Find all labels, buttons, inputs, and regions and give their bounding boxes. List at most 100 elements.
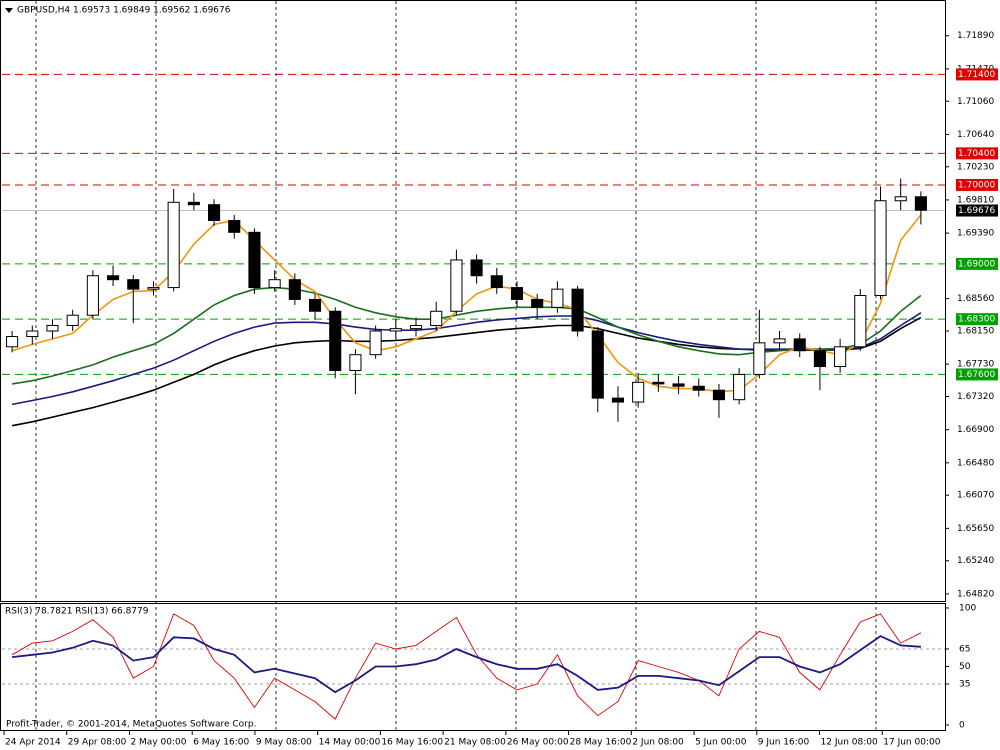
candle-body	[288, 279, 301, 300]
chart-title: GBPUSD,H4 1.69573 1.69849 1.69562 1.6967…	[17, 6, 231, 16]
level-label-bg	[956, 68, 998, 81]
x-tick-label: 5 Jun 00:00	[695, 738, 747, 748]
candle-body	[551, 288, 564, 308]
candle-body	[329, 310, 342, 371]
candle-body	[834, 346, 847, 368]
candle-body	[854, 294, 867, 348]
candle-body	[66, 314, 79, 326]
y-tick-label: 1.67730	[957, 360, 994, 370]
candle-body	[773, 338, 786, 344]
candle-body	[349, 354, 362, 371]
x-tick-label: 16 May 16:00	[381, 738, 443, 748]
candle-body	[510, 287, 524, 300]
level-label-bg	[956, 257, 998, 270]
y-tick-label: 1.69390	[957, 229, 994, 239]
x-tick-label: 14 May 00:00	[319, 738, 381, 748]
candle-body	[753, 342, 766, 375]
y-tick-label: 1.71890	[957, 31, 994, 41]
candle-body	[531, 298, 544, 308]
candle-body	[389, 328, 402, 332]
candle-body	[369, 330, 382, 356]
candle-body	[672, 383, 685, 387]
candle-body	[894, 196, 907, 202]
x-tick-label: 6 May 16:00	[193, 738, 249, 748]
x-tick-label: 28 May 16:00	[570, 738, 632, 748]
candle-body	[490, 275, 503, 289]
x-tick-label: 2 May 00:00	[130, 738, 186, 748]
y-tick-label: 1.68560	[957, 294, 994, 304]
rsi-tick-label: 35	[959, 680, 970, 690]
ma-line	[11, 312, 922, 406]
level-label: 1.68300	[958, 315, 995, 325]
main-frame	[0, 0, 946, 602]
candle-body	[652, 381, 665, 385]
candle-body	[874, 200, 887, 296]
candle-body	[6, 336, 19, 348]
y-tick-label: 1.70640	[957, 130, 994, 140]
candle-body	[571, 288, 584, 332]
candle-body	[268, 279, 281, 289]
rsi-tick-label: 65	[959, 644, 970, 654]
candle-body	[107, 275, 120, 281]
y-tick-label: 1.64820	[957, 589, 994, 599]
current-label: 1.69676	[958, 206, 995, 216]
candle-body	[46, 324, 59, 332]
rsi-title: RSI(3) 78.7821 RSI(13) 66.8779	[5, 607, 149, 617]
y-tick-label: 1.69810	[957, 195, 994, 205]
y-tick-label: 1.70230	[957, 162, 994, 172]
level-label-bg	[956, 313, 998, 326]
x-tick-label: 9 Jun 16:00	[758, 738, 810, 748]
candle-body	[147, 287, 160, 290]
candle-body	[187, 201, 200, 206]
y-tick-label: 1.65650	[957, 524, 994, 534]
x-tick-label: 17 Jun 00:00	[883, 738, 940, 748]
y-tick-label: 1.66070	[957, 491, 994, 501]
menu-arrow[interactable]	[5, 8, 13, 13]
candle-body	[167, 201, 180, 289]
candle-body	[430, 310, 443, 326]
level-label: 1.67600	[958, 370, 995, 380]
candle-body	[733, 373, 746, 401]
level-label-bg	[956, 147, 998, 160]
level-label-bg	[956, 178, 998, 191]
rsi-tick-label: 50	[959, 662, 971, 672]
candle-body	[470, 259, 483, 277]
candle-body	[793, 338, 806, 352]
rsi-tick-label: 0	[959, 721, 965, 731]
x-tick-label: 9 May 08:00	[256, 738, 312, 748]
x-tick-label: 12 Jun 08:00	[821, 738, 878, 748]
candle-body	[248, 231, 261, 289]
y-tick-label: 1.67320	[957, 392, 994, 402]
ma-line	[11, 286, 922, 385]
candle-body	[813, 350, 826, 368]
candle-body	[632, 381, 645, 403]
y-tick-label: 1.66900	[957, 425, 994, 435]
candle-body	[591, 330, 604, 399]
x-tick-label: 2 Jun 08:00	[632, 738, 684, 748]
level-label: 1.71400	[958, 70, 995, 80]
candle-body	[611, 397, 625, 403]
y-tick-label: 1.65240	[957, 556, 994, 566]
x-tick-label: 24 Apr 2014	[5, 738, 61, 748]
level-label-bg	[956, 368, 998, 381]
x-tick-label: 29 Apr 08:00	[68, 738, 127, 748]
x-tick-label: 21 May 08:00	[444, 738, 506, 748]
candle-body	[308, 298, 322, 312]
footer: Profit-Trader, © 2001-2014, MetaQuotes S…	[6, 720, 256, 730]
level-label: 1.69000	[958, 259, 995, 269]
candle-body	[26, 330, 39, 338]
y-tick-label: 1.68150	[957, 327, 994, 337]
level-label: 1.70000	[958, 180, 995, 190]
candle-body	[712, 389, 725, 401]
level-label: 1.70400	[958, 149, 995, 159]
y-tick-label: 1.71060	[957, 97, 994, 107]
v-grid	[35, 1, 877, 730]
candle-body	[127, 279, 140, 290]
rsi-line	[11, 635, 921, 694]
x-tick-label: 26 May 00:00	[507, 738, 569, 748]
candle-body	[409, 324, 423, 330]
candle-body	[86, 275, 99, 316]
y-tick-label: 1.66480	[957, 458, 994, 468]
candle-body	[208, 204, 221, 221]
